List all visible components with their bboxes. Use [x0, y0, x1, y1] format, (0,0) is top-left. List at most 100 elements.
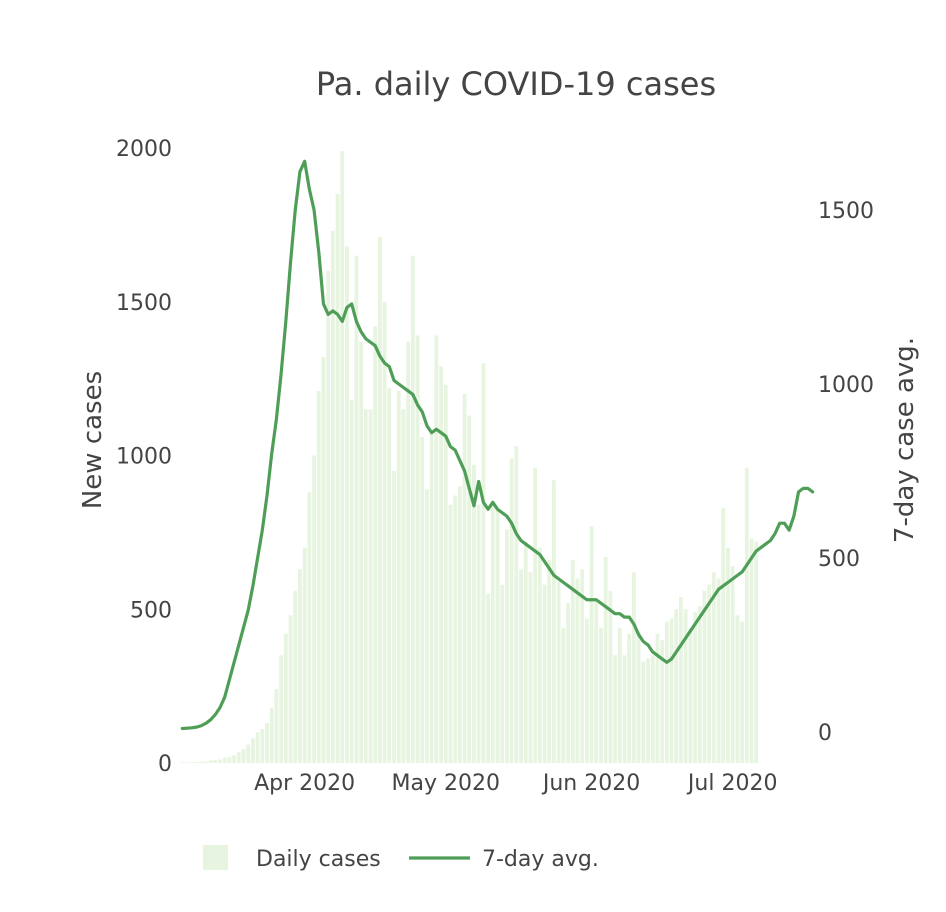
bar-daily-cases: [589, 526, 594, 763]
bar-daily-cases: [298, 569, 302, 763]
bar-daily-cases: [462, 394, 467, 763]
bar-daily-cases: [481, 363, 486, 763]
bar-daily-cases: [307, 492, 312, 763]
bar-daily-cases: [561, 627, 566, 763]
bar-daily-cases: [754, 541, 759, 763]
bar-daily-cases: [584, 618, 589, 763]
bar-daily-cases: [415, 335, 420, 763]
y-right-tick-label: 500: [818, 547, 860, 572]
line-7-day-avg: [180, 159, 815, 731]
bar-daily-cases: [627, 633, 632, 763]
bar-daily-cases: [613, 655, 617, 764]
bar-daily-cases: [368, 409, 373, 764]
bar-daily-cases: [711, 572, 716, 763]
bar-daily-cases: [716, 578, 721, 763]
bar-daily-cases: [721, 507, 726, 763]
legend-label-daily-cases: Daily cases: [256, 847, 381, 872]
bar-daily-cases: [401, 409, 406, 764]
y-left-tick-label: 1000: [116, 445, 172, 470]
bar-daily-cases: [457, 486, 462, 763]
bar-daily-cases: [693, 612, 697, 763]
bar-daily-cases: [274, 689, 279, 763]
bar-daily-cases: [655, 633, 660, 763]
bar-daily-cases: [443, 384, 448, 763]
bar-daily-cases: [316, 390, 321, 763]
bar-daily-cases: [650, 655, 655, 764]
bar-daily-cases: [566, 603, 570, 763]
bar-daily-cases: [283, 633, 288, 763]
bar-daily-cases: [246, 744, 251, 763]
bar-daily-cases: [697, 606, 702, 763]
bar-daily-cases: [505, 529, 509, 763]
bar-daily-cases: [302, 547, 307, 763]
bar-daily-cases: [622, 655, 627, 764]
bar-daily-cases: [575, 578, 580, 763]
bar-daily-cases: [420, 437, 425, 763]
y-axis-left-ticks: 0 500 1000 1500 2000: [116, 137, 172, 777]
bar-daily-cases: [636, 630, 641, 763]
bar-daily-cases: [500, 584, 505, 763]
bar-daily-cases: [744, 467, 749, 763]
y-left-tick-label: 500: [130, 598, 172, 623]
bar-daily-cases: [702, 590, 707, 763]
bar-daily-cases: [180, 762, 185, 763]
bar-daily-cases: [688, 627, 693, 763]
bar-daily-cases: [514, 446, 519, 763]
y-right-tick-label: 1000: [818, 373, 874, 398]
bar-daily-cases: [354, 255, 359, 764]
x-tick-label: Jun 2020: [541, 771, 640, 796]
bar-daily-cases: [208, 760, 213, 763]
bar-daily-cases: [509, 458, 514, 763]
bar-daily-cases: [556, 581, 561, 763]
bar-daily-cases: [726, 547, 730, 763]
bar-daily-cases: [683, 609, 688, 763]
y-axis-right-title: 7-day case avg.: [890, 337, 920, 543]
y-left-tick-label: 0: [158, 752, 172, 777]
bar-daily-cases: [218, 759, 222, 763]
bar-daily-cases: [490, 501, 495, 764]
bar-daily-cases: [669, 618, 674, 763]
bar-daily-cases: [326, 271, 331, 763]
bar-daily-cases: [396, 390, 401, 763]
bar-daily-cases: [542, 584, 547, 763]
bar-daily-cases: [533, 467, 538, 763]
bar-daily-cases: [641, 661, 646, 763]
bar-daily-cases: [265, 723, 269, 763]
bar-daily-cases: [674, 609, 679, 763]
legend-swatch-daily-cases: [203, 845, 228, 870]
bar-daily-cases: [594, 600, 599, 763]
bar-daily-cases: [387, 387, 392, 763]
y-left-tick-label: 2000: [116, 137, 172, 162]
bar-daily-cases: [373, 326, 378, 763]
bar-daily-cases: [472, 464, 476, 763]
bar-daily-cases: [547, 560, 552, 763]
bar-daily-cases: [608, 590, 613, 763]
bar-daily-cases: [406, 341, 411, 763]
bar-daily-cases: [227, 756, 232, 763]
chart-title: Pa. daily COVID-19 cases: [316, 65, 716, 103]
bar-daily-cases: [570, 560, 575, 763]
bar-daily-cases: [232, 755, 236, 763]
bar-daily-cases: [312, 455, 316, 763]
bar-daily-cases: [185, 762, 189, 763]
bar-daily-cases: [279, 655, 284, 764]
bar-daily-cases: [617, 627, 622, 763]
bar-daily-cases: [241, 749, 246, 763]
bar-daily-cases: [519, 569, 523, 763]
bar-daily-cases: [453, 495, 458, 763]
bar-daily-cases: [495, 510, 500, 763]
bar-daily-cases: [363, 409, 368, 764]
bar-daily-cases: [552, 480, 556, 763]
bar-daily-cases: [537, 547, 542, 763]
bar-daily-cases: [288, 615, 293, 763]
legend-label-7-day-avg: 7-day avg.: [482, 847, 599, 872]
y-axis-right-ticks: 0 500 1000 1500: [818, 199, 874, 746]
bar-daily-cases: [293, 590, 298, 763]
bar-daily-cases: [448, 504, 453, 763]
bar-daily-cases: [735, 615, 740, 763]
bar-daily-cases: [580, 569, 585, 763]
bar-daily-cases: [660, 640, 665, 763]
bar-daily-cases: [523, 541, 528, 763]
bar-daily-cases: [260, 729, 265, 763]
